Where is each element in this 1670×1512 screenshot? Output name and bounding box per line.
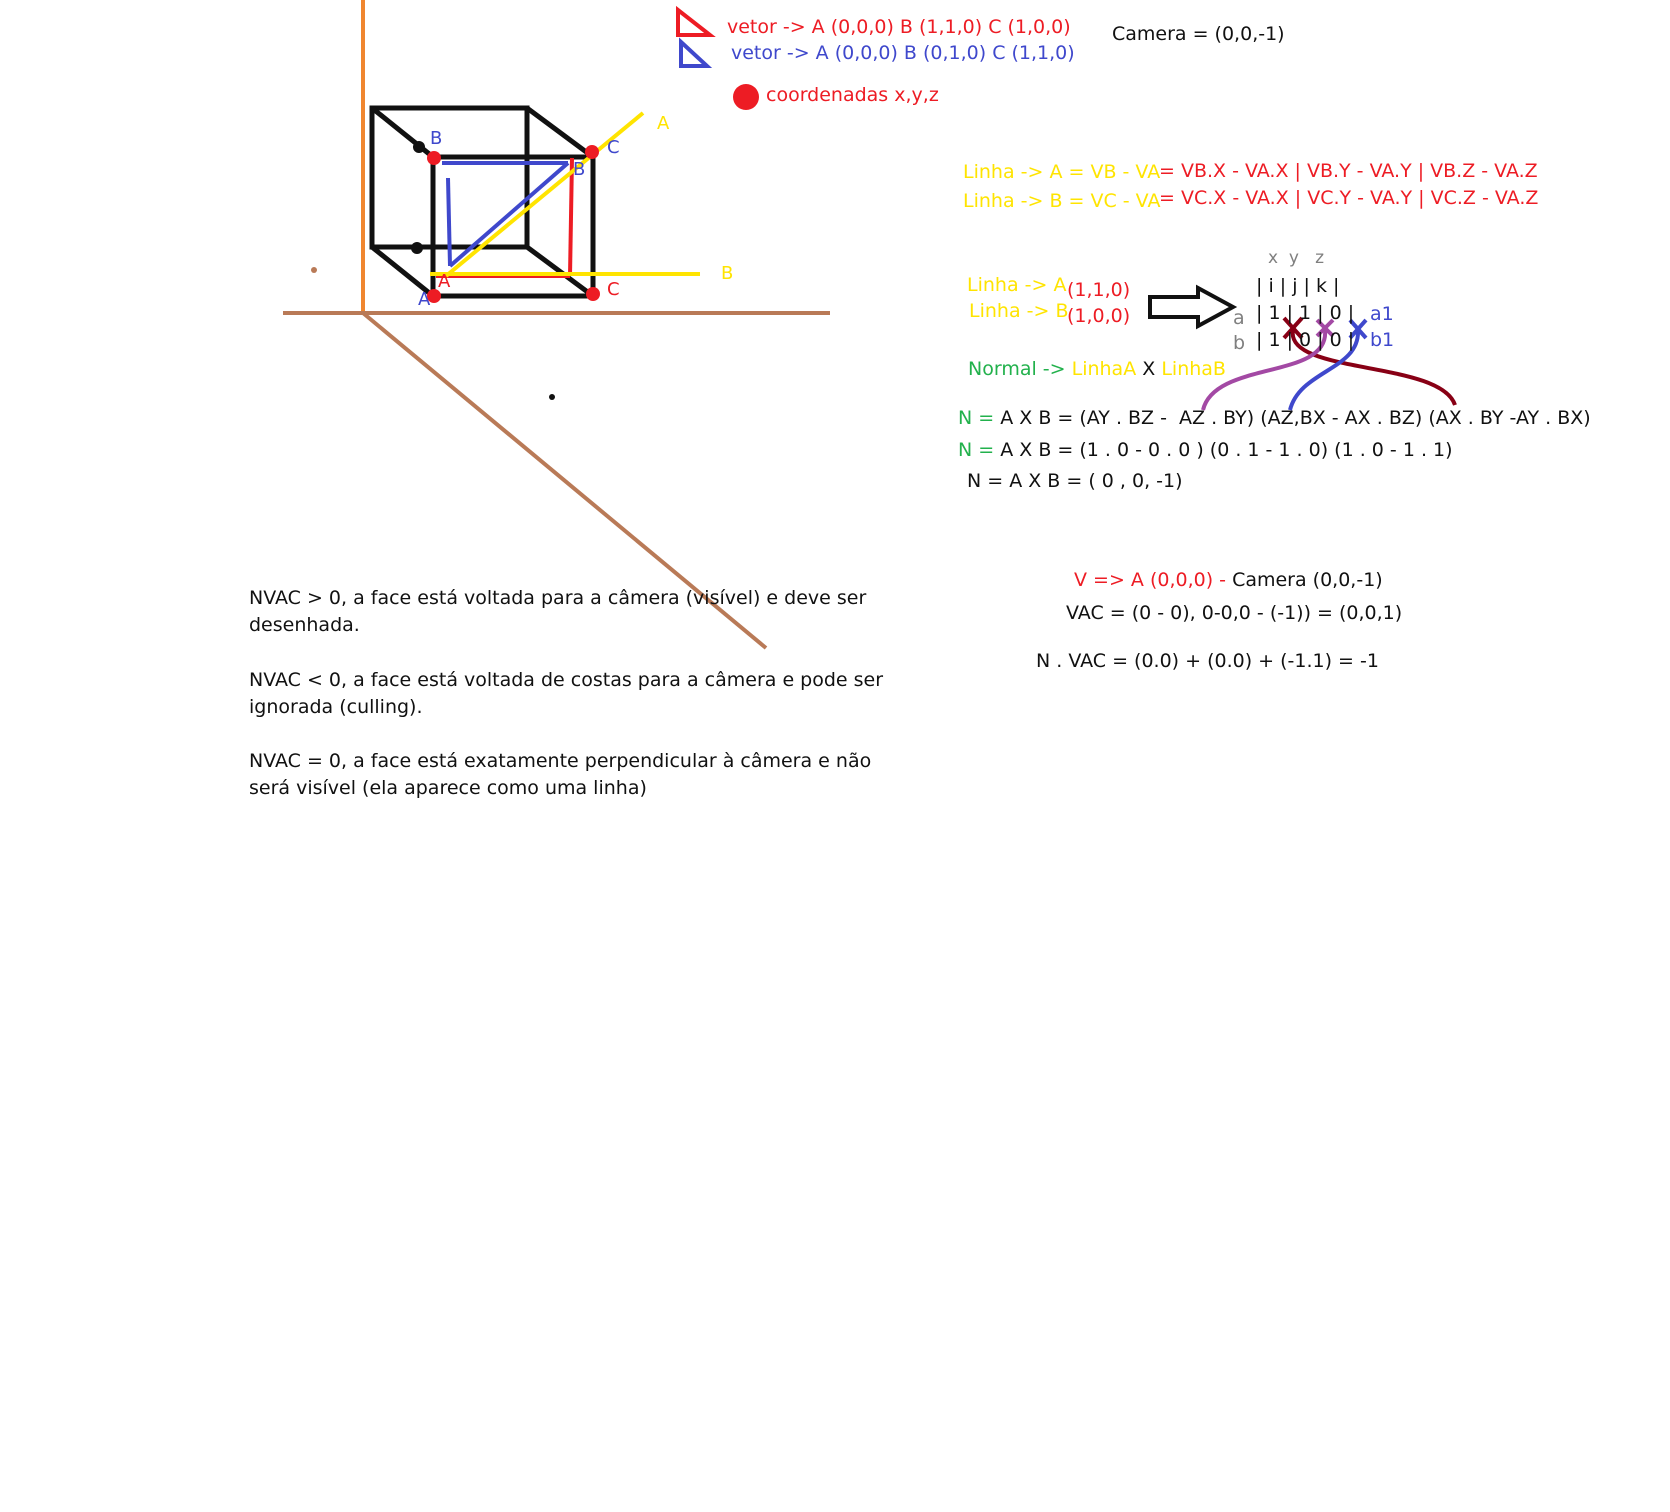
normal-definition: Normal -> LinhaA X LinhaB: [968, 358, 1226, 380]
black-dot-mid: [411, 242, 423, 254]
right-arrow-icon: [1148, 284, 1238, 330]
label-yellow-b: B: [721, 263, 734, 284]
matrix-label-a: a: [1233, 307, 1245, 329]
stray-dot-brown: [311, 267, 317, 273]
label-a-bottom: A: [418, 289, 431, 310]
red-dot-icon: [733, 84, 759, 110]
vac-equation: VAC = (0 - 0), 0-0,0 - (-1)) = (0,0,1): [1066, 602, 1403, 624]
v-definition: V => A (0,0,0) - Camera (0,0,-1): [1074, 569, 1383, 591]
matrix-label-b1: b1: [1370, 329, 1395, 351]
matrix-label-b: b: [1233, 332, 1246, 354]
label-yellow-a: A: [657, 113, 670, 134]
vertex-b-dot: [427, 151, 441, 165]
dot-product-equation: N . VAC = (0.0) + (0.0) + (-1.1) = -1: [1036, 650, 1379, 672]
label-c-bottom: C: [607, 279, 620, 300]
linha-b-def: Linha -> B = VC - VA: [963, 190, 1161, 212]
stray-dot-black: [549, 394, 555, 400]
note-negative: NVAC < 0, a face está voltada de costas …: [249, 669, 884, 718]
purple-curve: [1201, 329, 1328, 411]
vertex-a-dot: [427, 289, 441, 303]
cube-wireframe: [369, 105, 596, 299]
matrix-val-b: (1,0,0): [1067, 305, 1131, 327]
red-triangle-icon: [676, 5, 716, 37]
cross-marks: [1282, 316, 1368, 340]
vertex-c-top-dot: [585, 145, 599, 159]
label-a-inner: A: [438, 271, 451, 292]
normal-result: N = A X B = ( 0 , 0, -1): [967, 470, 1183, 492]
black-dot-top: [413, 141, 425, 153]
linha-a-def: Linha -> A = VB - VA: [963, 161, 1161, 183]
camera-text: Camera = (0,0,-1): [1112, 23, 1285, 45]
label-c-top: C: [607, 137, 620, 158]
matrix-label-a1: a1: [1370, 303, 1394, 325]
blue-triangle-icon: [679, 37, 713, 68]
note-zero: NVAC = 0, a face está exatamente perpend…: [249, 750, 872, 799]
matrix-linha-a: Linha -> A: [967, 274, 1067, 296]
legend-coordinates: coordenadas x,y,z: [766, 84, 939, 106]
linha-a-expansion: = VB.X - VA.X | VB.Y - VA.Y | VB.Z - VA.…: [1159, 160, 1538, 182]
matrix-row-ijk: | i | j | k |: [1256, 275, 1340, 297]
matrix-row-a: | 1 | 1 | 0 |: [1256, 302, 1355, 324]
blue-triangle: [442, 161, 570, 268]
vertex-c-bottom-dot: [586, 287, 600, 301]
matrix-val-a: (1,1,0): [1067, 279, 1131, 301]
matrix-linha-b: Linha -> B: [969, 300, 1069, 322]
legend-blue-vector: vetor -> A (0,0,0) B (0,1,0) C (1,1,0): [731, 42, 1075, 64]
matrix-row-b: | 1 | 0 | 0 |: [1256, 329, 1355, 351]
legend-red-vector: vetor -> A (0,0,0) B (1,1,0) C (1,0,0): [727, 16, 1071, 38]
normal-substitution: N = A X B = (1 . 0 - 0 . 0 ) (0 . 1 - 1 …: [958, 439, 1453, 461]
label-b: B: [430, 128, 443, 149]
linha-b-expansion: = VC.X - VA.X | VC.Y - VA.Y | VC.Z - VA.…: [1159, 187, 1539, 209]
z-axis: [361, 311, 768, 650]
dark-red-curve: [1290, 329, 1457, 406]
normal-formula: N = A X B = (AY . BZ - AZ . BY) (AZ,BX -…: [958, 407, 1591, 429]
matrix-header: x y z: [1268, 248, 1325, 268]
yellow-lines: [430, 111, 700, 278]
blue-curve: [1288, 329, 1361, 411]
label-b-inner: B: [573, 159, 586, 180]
note-positive: NVAC > 0, a face está voltada para a câm…: [249, 587, 867, 636]
